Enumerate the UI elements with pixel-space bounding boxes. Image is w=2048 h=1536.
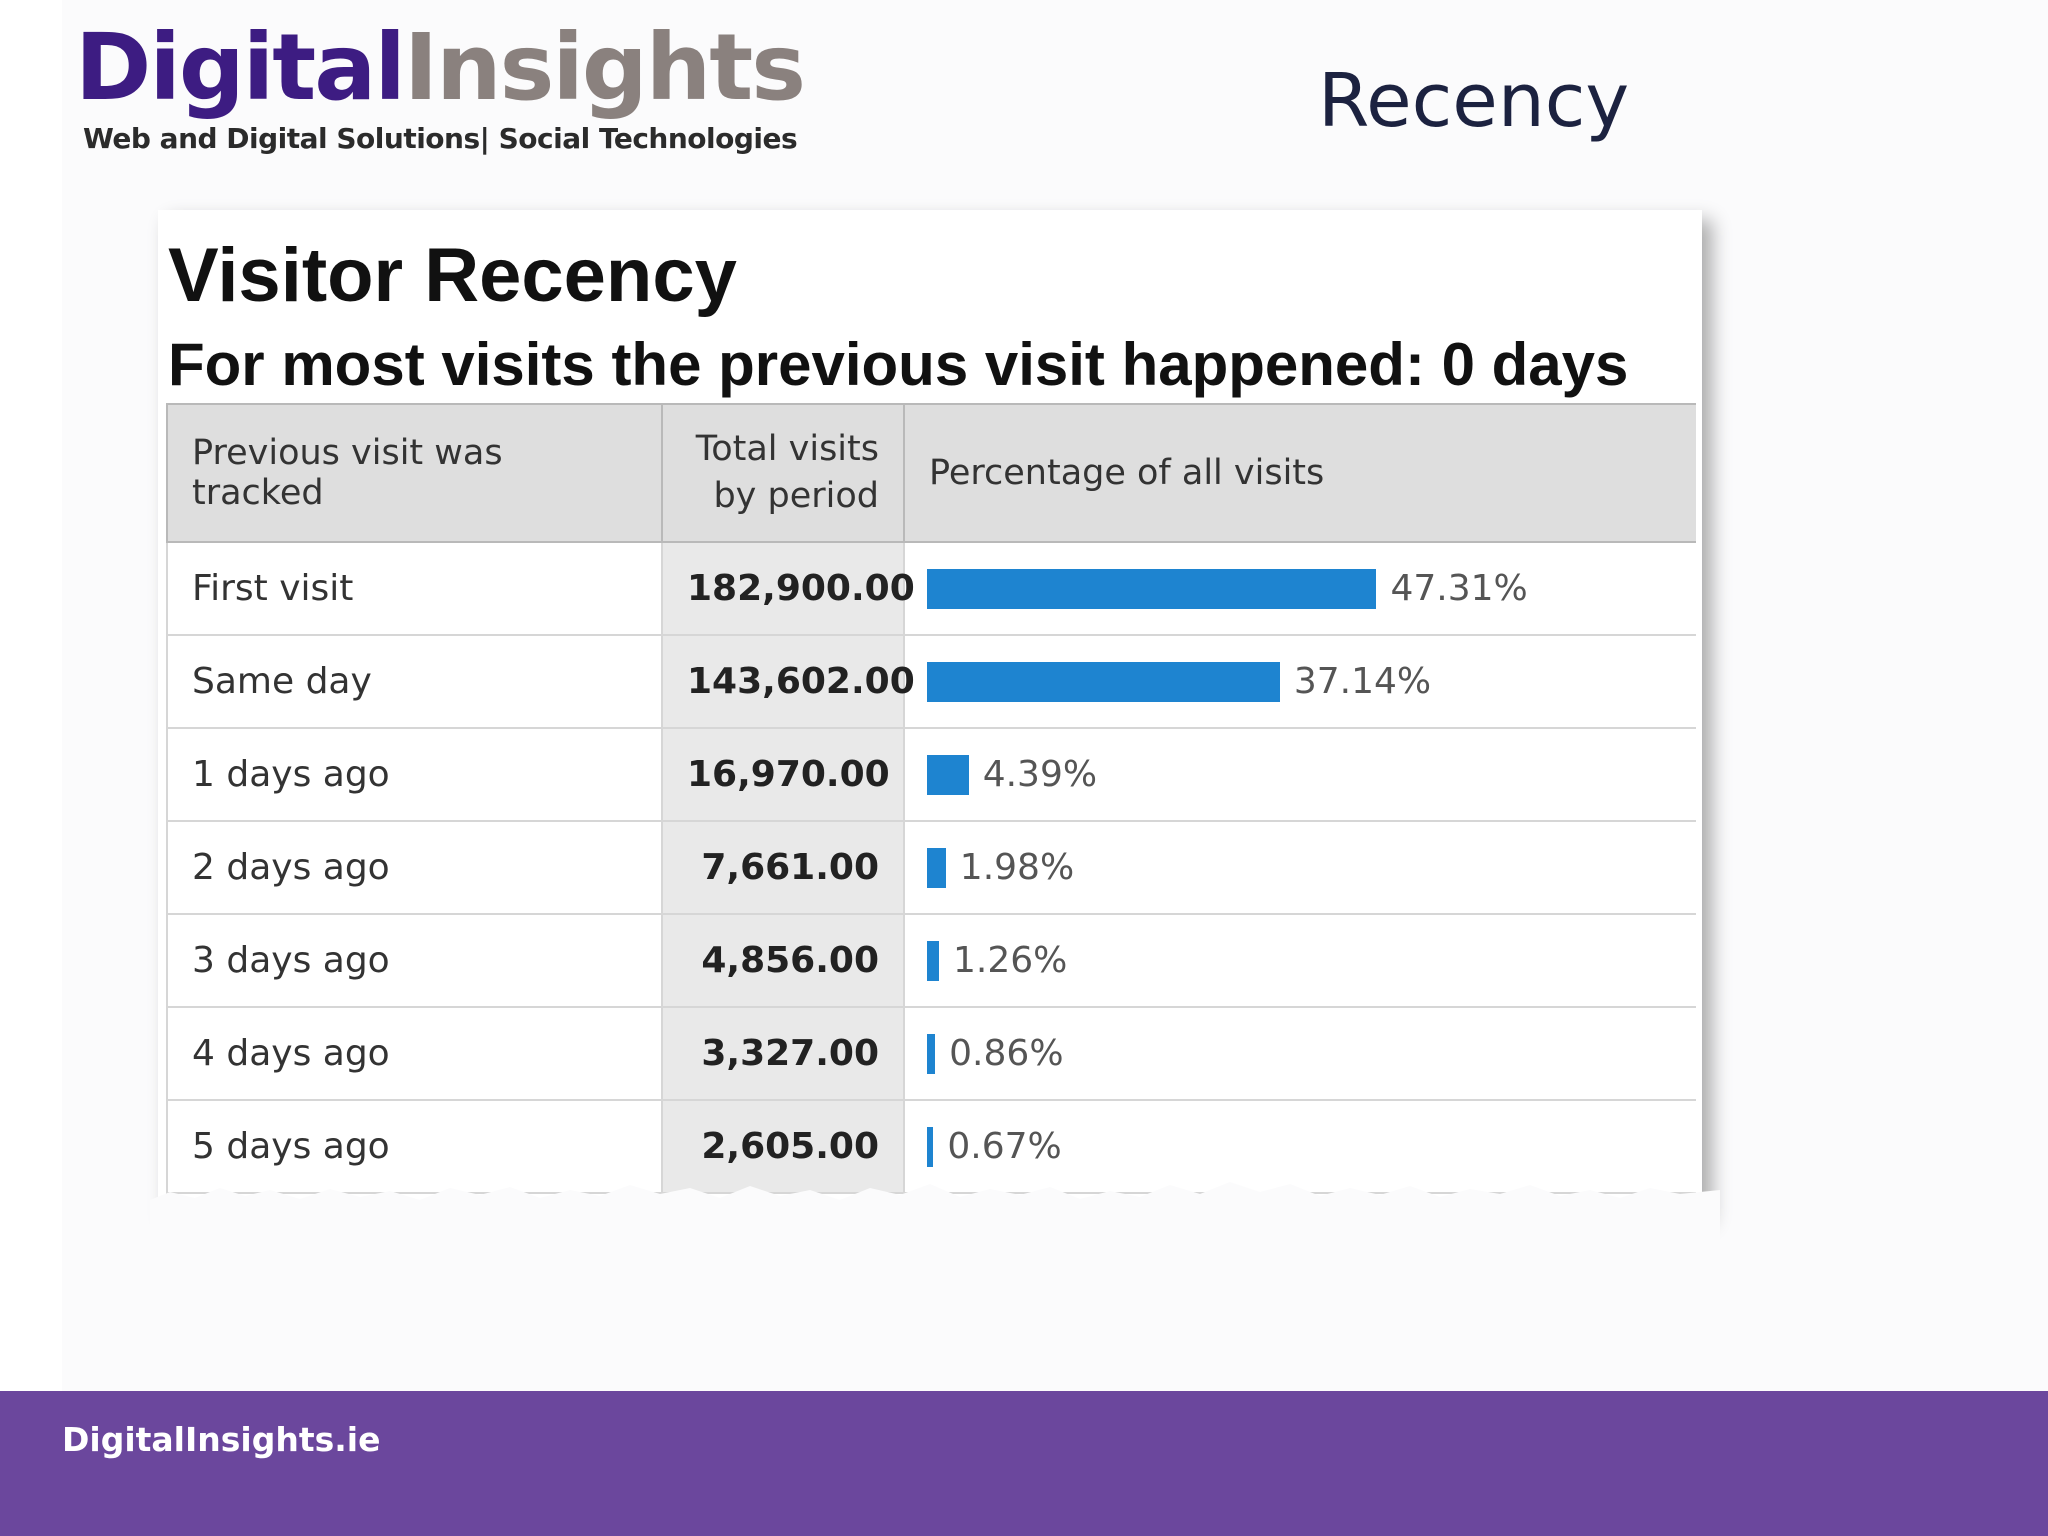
footer-bar [0,1391,2048,1536]
recency-table: Previous visit was tracked Total visits … [166,403,1696,1194]
column-header-percentage: Percentage of all visits [903,403,1696,543]
percentage-bar [927,1033,936,1074]
torn-edge [150,1182,1720,1250]
row-total-visits: 7,661.00 [661,820,905,915]
slide-title: Recency [1318,58,1630,144]
percentage-bar [927,940,939,981]
column-header-period: Previous visit was tracked [166,403,663,543]
row-period-label: 1 days ago [166,727,663,822]
row-total-visits: 182,900.00 [661,541,915,636]
table-header-row: Previous visit was tracked Total visits … [166,403,1696,543]
percentage-bar [927,661,1280,702]
row-total-visits: 3,327.00 [661,1006,905,1101]
table-row: 3 days ago 4,856.00 1.26% [166,913,1696,1008]
row-period-label: First visit [166,541,663,636]
row-percentage-cell: 1.26% [903,913,1696,1008]
company-logo: DigitalInsights Web and Digital Solution… [75,18,806,156]
table-row: 1 days ago 16,970.00 4.39% [166,727,1696,822]
table-row: 2 days ago 7,661.00 1.98% [166,820,1696,915]
row-period-label: Same day [166,634,663,729]
logo-digital-text: Digital [75,14,406,121]
row-period-label: 4 days ago [166,1006,663,1101]
row-period-label: 3 days ago [166,913,663,1008]
percentage-value: 1.98% [959,847,1075,888]
row-period-label: 2 days ago [166,820,663,915]
percentage-bar [927,1126,934,1167]
row-percentage-cell: 37.14% [903,634,1696,729]
row-total-visits: 16,970.00 [661,727,905,822]
percentage-value: 1.26% [952,940,1068,981]
column-header-visits-line1: Total visits [695,429,879,469]
row-period-label: 5 days ago [166,1099,663,1194]
row-total-visits: 2,605.00 [661,1099,905,1194]
column-header-visits: Total visits by period [661,403,905,543]
percentage-bar [927,754,969,795]
percentage-value: 4.39% [982,754,1098,795]
logo-wordmark: DigitalInsights [75,18,806,118]
report-title: Visitor Recency [168,233,737,318]
row-total-visits: 143,602.00 [661,634,915,729]
table-row: First visit 182,900.00 47.31% [166,541,1696,636]
table-row: Same day 143,602.00 37.14% [166,634,1696,729]
logo-tagline: Web and Digital Solutions| Social Techno… [83,122,798,155]
row-total-visits: 4,856.00 [661,913,905,1008]
report-subtitle: For most visits the previous visit happe… [168,331,1629,398]
percentage-value: 0.67% [947,1126,1062,1167]
row-percentage-cell: 47.31% [903,541,1696,636]
recency-table-container: Previous visit was tracked Total visits … [166,403,1696,1203]
percentage-value: 37.14% [1293,661,1432,702]
percentage-value: 47.31% [1390,568,1528,609]
row-percentage-cell: 4.39% [903,727,1696,822]
percentage-bar [927,847,946,888]
row-percentage-cell: 1.98% [903,820,1696,915]
column-header-visits-line2: by period [713,476,879,516]
footer-website-link[interactable]: DigitalInsights.ie [62,1420,381,1459]
table-row: 4 days ago 3,327.00 0.86% [166,1006,1696,1101]
row-percentage-cell: 0.86% [903,1006,1696,1101]
logo-insights-text: Insights [403,14,806,121]
percentage-value: 0.86% [949,1033,1064,1074]
percentage-bar [927,568,1377,609]
